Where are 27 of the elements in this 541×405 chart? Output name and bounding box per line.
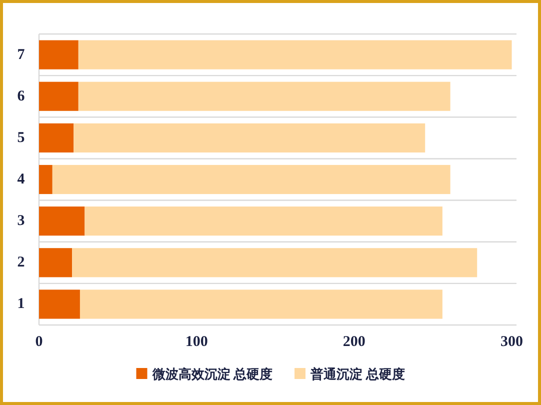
bar xyxy=(78,40,512,70)
bar xyxy=(84,206,442,236)
bar xyxy=(39,164,52,194)
bar xyxy=(39,123,74,152)
y-tick-label: 4 xyxy=(17,172,26,188)
bar xyxy=(74,123,426,152)
legend-label: 微波高效沉淀 总硬度 xyxy=(151,366,272,382)
x-tick-label: 100 xyxy=(185,334,208,350)
bar xyxy=(72,248,478,278)
x-tick-label: 300 xyxy=(500,334,524,350)
x-tick-label: 0 xyxy=(35,334,43,350)
x-tick-label: 200 xyxy=(342,334,366,350)
bar xyxy=(39,248,72,278)
y-tick-label: 6 xyxy=(17,88,26,104)
y-tick-label: 7 xyxy=(17,46,26,63)
y-tick-label: 1 xyxy=(17,296,25,312)
legend-label: 普通沉淀 总硬度 xyxy=(310,366,405,382)
bar xyxy=(39,40,78,70)
y-tick-label: 5 xyxy=(17,130,25,146)
bar xyxy=(39,290,80,319)
y-tick-label: 3 xyxy=(17,213,25,230)
bar xyxy=(39,82,78,111)
bar xyxy=(39,206,85,236)
bar xyxy=(78,82,450,111)
y-tick-label: 2 xyxy=(17,254,25,271)
bar xyxy=(80,290,442,319)
bar xyxy=(52,164,450,194)
